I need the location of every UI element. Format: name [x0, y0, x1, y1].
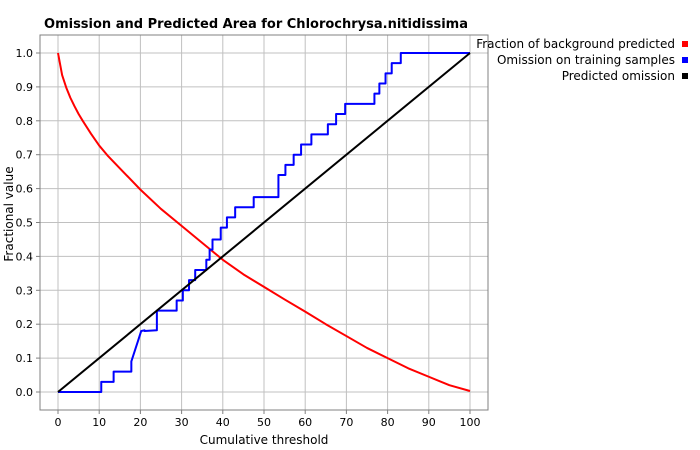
- legend-swatch: [682, 41, 688, 47]
- y-tick-label: 0.1: [16, 352, 34, 365]
- x-tick-label: 0: [55, 416, 62, 429]
- y-axis-label: Fractional value: [2, 166, 16, 261]
- y-tick-label: 0.2: [16, 318, 34, 331]
- x-tick-label: 50: [257, 416, 271, 429]
- legend: Fraction of background predicted Omission…: [476, 37, 688, 83]
- x-tick-label: 90: [422, 416, 436, 429]
- y-tick-label: 0.3: [16, 284, 34, 297]
- legend-label: Predicted omission: [562, 69, 675, 83]
- x-tick-label: 30: [175, 416, 189, 429]
- predicted-omission-line: [57, 52, 471, 393]
- x-tick-label: 60: [298, 416, 312, 429]
- x-tick-label: 100: [460, 416, 481, 429]
- grid: [40, 35, 488, 410]
- y-tick-label: 0.5: [16, 217, 34, 230]
- series-group: [57, 52, 471, 393]
- legend-swatch: [682, 73, 688, 79]
- y-tick-label: 0.0: [16, 386, 34, 399]
- y-tick-label: 0.4: [16, 250, 34, 263]
- legend-label: Omission on training samples: [497, 53, 675, 67]
- y-tick-label: 0.8: [16, 115, 34, 128]
- x-axis-label: Cumulative threshold: [200, 433, 329, 447]
- legend-swatch: [682, 57, 688, 63]
- x-tick-label: 20: [133, 416, 147, 429]
- axes: 0 10 20 30 40 50 60 70 80 90 100 0.0 0.1 0.2 0.3 0.4 0.5…: [16, 34, 489, 429]
- legend-label: Fraction of background predicted: [476, 37, 675, 51]
- plot-border: [39, 34, 489, 411]
- fraction-of-background-predicted-line: [57, 52, 471, 392]
- y-tick-label: 0.7: [16, 149, 34, 162]
- chart-title: Omission and Predicted Area for Chloroch…: [44, 17, 468, 32]
- x-tick-label: 70: [339, 416, 353, 429]
- x-tick-label: 40: [216, 416, 230, 429]
- y-tick-label: 0.9: [16, 81, 34, 94]
- y-tick-label: 0.6: [16, 183, 34, 196]
- y-tick-label: 1.0: [16, 47, 34, 60]
- x-tick-label: 80: [381, 416, 395, 429]
- x-tick-label: 10: [92, 416, 106, 429]
- omission-on-training-samples-line: [58, 52, 470, 393]
